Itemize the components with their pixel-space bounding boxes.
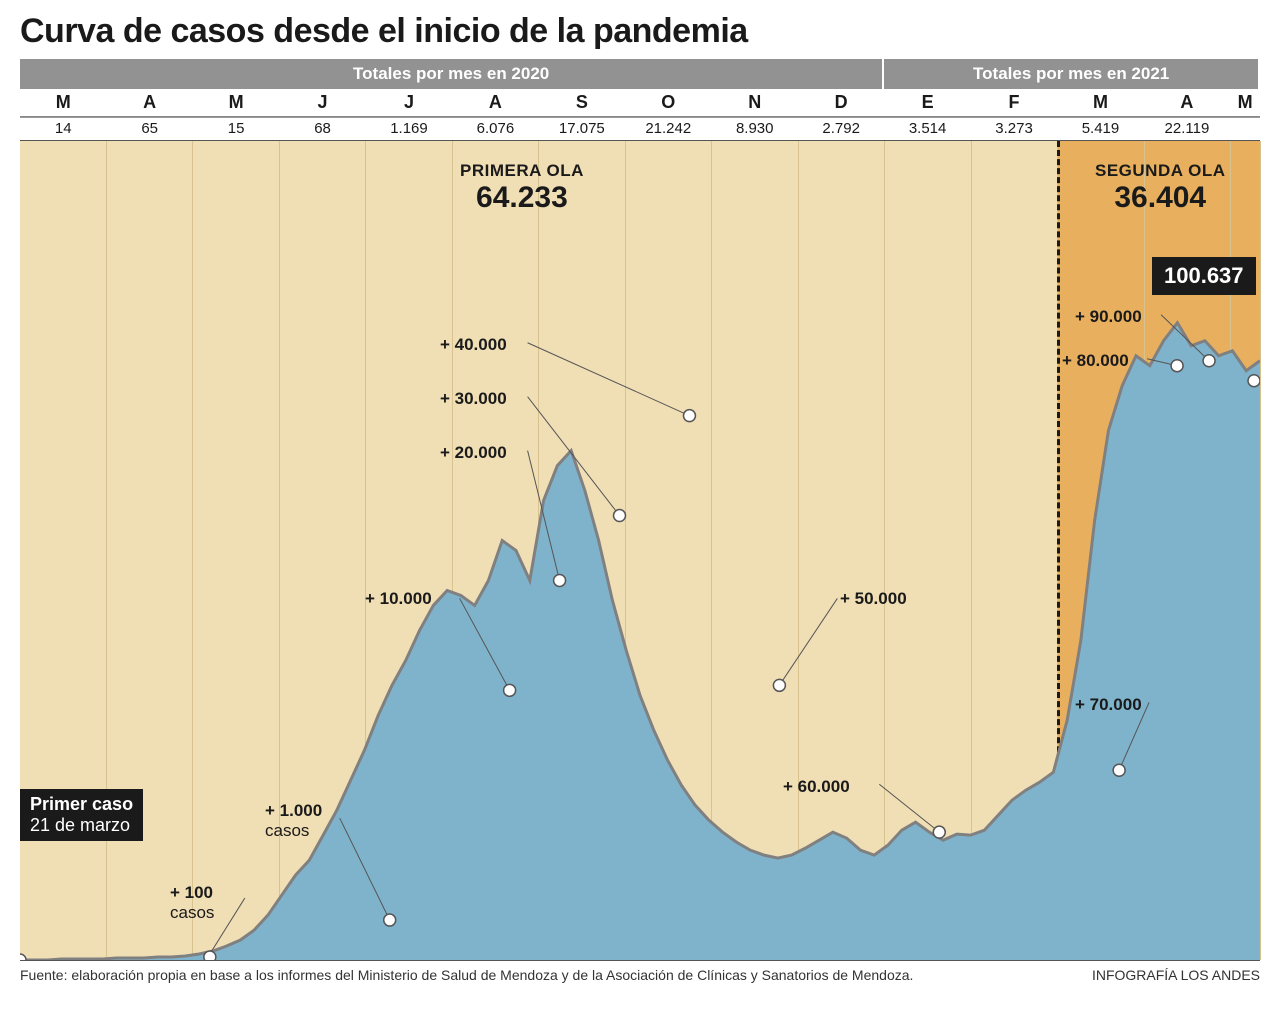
gridline	[1260, 141, 1261, 960]
month-value: 2.792	[798, 117, 884, 140]
month-letter: J	[366, 89, 452, 116]
first-case-box: Primer caso21 de marzo	[20, 789, 143, 841]
credit-text: INFOGRAFÍA LOS ANDES	[1092, 967, 1260, 983]
month-value: 17.075	[539, 117, 625, 140]
year-band-row: Totales por mes en 2020Totales por mes e…	[20, 59, 1260, 89]
month-letter: A	[106, 89, 192, 116]
month-letter: J	[279, 89, 365, 116]
month-letter: F	[971, 89, 1057, 116]
month-value: 3.514	[884, 117, 970, 140]
month-value: 22.119	[1144, 117, 1230, 140]
month-value: 6.076	[452, 117, 538, 140]
month-letter: O	[625, 89, 711, 116]
month-value: 8.930	[712, 117, 798, 140]
month-value: 68	[279, 117, 365, 140]
milestone-annotation: + 100casos	[170, 883, 214, 923]
source-text: Fuente: elaboración propia en base a los…	[20, 967, 913, 983]
month-letter: S	[539, 89, 625, 116]
milestone-annotation: + 30.000	[440, 389, 507, 409]
milestone-annotation: + 60.000	[783, 777, 850, 797]
milestone-annotation: + 50.000	[840, 589, 907, 609]
month-letter: N	[712, 89, 798, 116]
milestone-annotation: + 80.000	[1062, 351, 1129, 371]
total-box: 100.637	[1152, 257, 1256, 295]
month-letter: M	[1057, 89, 1143, 116]
month-value: 65	[106, 117, 192, 140]
milestone-annotation: + 10.000	[365, 589, 432, 609]
month-letters-row: MAMJJASONDEFMAM	[20, 89, 1260, 117]
year-band: Totales por mes en 2021	[884, 59, 1260, 89]
month-letter: A	[452, 89, 538, 116]
month-value: 21.242	[625, 117, 711, 140]
chart-title: Curva de casos desde el inicio de la pan…	[20, 12, 1260, 51]
area-chart: PRIMERA OLA64.233 SEGUNDA OLA36.404 100.63…	[20, 141, 1260, 961]
month-value	[1230, 117, 1260, 140]
month-value: 15	[193, 117, 279, 140]
milestone-annotation: + 70.000	[1075, 695, 1142, 715]
month-values-row: 146515681.1696.07617.07521.2428.9302.792…	[20, 117, 1260, 141]
month-value: 5.419	[1057, 117, 1143, 140]
wave-label: SEGUNDA OLA36.404	[1095, 161, 1226, 215]
month-letter: M	[20, 89, 106, 116]
month-value: 14	[20, 117, 106, 140]
year-band: Totales por mes en 2020	[20, 59, 884, 89]
month-letter: M	[1230, 89, 1260, 116]
month-letter: E	[884, 89, 970, 116]
month-letter: A	[1144, 89, 1230, 116]
month-letter: D	[798, 89, 884, 116]
milestone-annotation: + 1.000casos	[265, 801, 322, 841]
wave-label: PRIMERA OLA64.233	[460, 161, 584, 215]
month-value: 3.273	[971, 117, 1057, 140]
month-letter: M	[193, 89, 279, 116]
milestone-annotation: + 40.000	[440, 335, 507, 355]
month-value: 1.169	[366, 117, 452, 140]
milestone-annotation: + 20.000	[440, 443, 507, 463]
milestone-annotation: + 90.000	[1075, 307, 1142, 327]
